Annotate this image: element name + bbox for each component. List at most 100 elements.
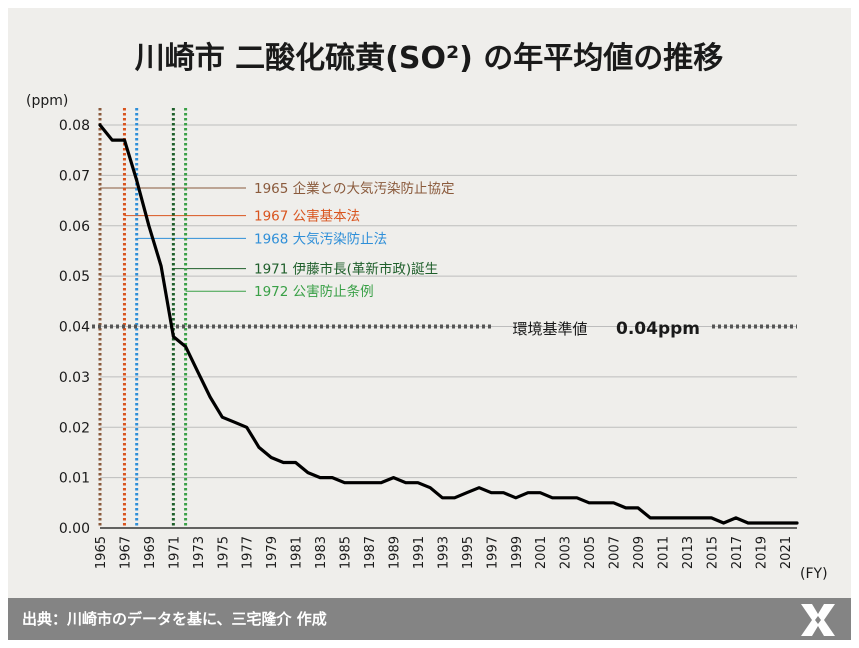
data-point — [661, 517, 664, 519]
y-tick-label: 0.06 — [59, 219, 90, 235]
data-point — [258, 446, 260, 449]
data-point — [527, 491, 529, 494]
data-point — [355, 481, 358, 484]
data-point — [735, 517, 737, 519]
data-point — [441, 496, 444, 499]
y-tick-label: 0.02 — [59, 420, 90, 436]
data-point — [111, 139, 114, 141]
data-point — [625, 507, 627, 509]
data-point — [576, 496, 578, 499]
x-tick-label: 1989 — [387, 536, 402, 569]
data-point — [221, 416, 224, 418]
data-point — [588, 502, 590, 504]
x-tick-label: 1993 — [436, 536, 451, 569]
y-axis-ticks: 0.00 0.01 0.02 0.03 0.04 0.05 0.06 0.07 0.08 — [59, 118, 90, 537]
data-point — [392, 476, 395, 479]
data-point — [404, 481, 407, 484]
x-tick-label: 1991 — [412, 536, 427, 569]
data-point — [649, 517, 652, 519]
data-point — [148, 224, 150, 227]
data-point — [783, 522, 786, 524]
data-point — [612, 502, 615, 504]
data-point — [197, 371, 199, 373]
x-tick-label: 1997 — [485, 536, 500, 569]
y-tick-label: 0.08 — [59, 118, 90, 134]
event-label: 1965 企業との大気汚染防止協定 — [254, 180, 455, 197]
y-tick-label: 0.04 — [59, 320, 90, 336]
x-tick-label: 2019 — [754, 536, 769, 569]
chart-title: 川崎市 二酸化硫黄(SO²) の年平均値の推移 — [135, 41, 724, 76]
data-point — [759, 522, 762, 524]
threshold-label: 環境基準値 — [512, 320, 587, 338]
data-point — [539, 491, 542, 494]
data-point — [233, 421, 236, 424]
data-point — [135, 179, 138, 182]
data-point — [490, 491, 493, 494]
x-tick-label: 1979 — [265, 536, 280, 569]
x-tick-label: 1999 — [510, 536, 525, 569]
data-point — [319, 476, 321, 479]
x-tick-label: 2015 — [705, 536, 720, 569]
data-point — [686, 517, 688, 519]
data-point — [722, 522, 725, 524]
data-point — [184, 345, 187, 348]
x-tick-label: 1971 — [167, 536, 182, 569]
y-tick-label: 0.03 — [59, 370, 90, 386]
x-axis-ticks: 1965 1967 1969 1971 1973 1975 1977 1979 1981 1983… — [94, 536, 794, 569]
x-tick-label: 2009 — [632, 536, 647, 569]
event-label: 1972 公害防止条例 — [254, 283, 374, 300]
x-tick-label: 1973 — [192, 536, 207, 569]
x-tick-label: 1967 — [118, 536, 133, 569]
x-tick-label: 2011 — [656, 536, 671, 569]
y-tick-label: 0.01 — [59, 471, 90, 487]
x-tick-label: 2007 — [608, 536, 623, 569]
data-point — [514, 496, 517, 499]
data-point — [123, 139, 126, 141]
x-tick-label: 2017 — [730, 536, 745, 569]
x-tick-label: 2001 — [534, 536, 549, 569]
x-tick-label: 1975 — [216, 536, 231, 569]
event-label: 1968 大気汚染防止法 — [254, 231, 387, 247]
event-markers: 1965 企業との大気汚染防止協定 1967 公害基本法 1968 大気汚染防止法 1… — [98, 108, 455, 528]
data-point — [294, 461, 297, 464]
data-point — [270, 456, 272, 459]
data-point — [245, 426, 248, 429]
data-point — [417, 481, 419, 484]
y-tick-label: 0.07 — [59, 168, 90, 184]
x-tick-label: 2021 — [779, 536, 794, 569]
data-point — [453, 496, 456, 499]
gridlines — [100, 124, 797, 529]
series-so2 — [98, 123, 799, 525]
data-point — [368, 481, 370, 484]
data-point — [380, 481, 383, 484]
data-point — [209, 396, 211, 398]
event-label: 1971 伊藤市長(革新市政)誕生 — [254, 261, 438, 278]
data-point — [343, 481, 346, 484]
data-point — [429, 486, 431, 489]
data-point — [282, 461, 285, 464]
data-point — [551, 496, 554, 499]
x-tick-label: 1977 — [241, 536, 256, 569]
event-label: 1967 公害基本法 — [254, 208, 360, 225]
data-point — [600, 502, 603, 504]
x-tick-label: 2005 — [583, 536, 598, 569]
data-point — [160, 265, 162, 267]
footer-bar: 出典：川崎市のデータを基に、三宅隆介 作成 — [8, 598, 851, 640]
x-tick-label: 1995 — [461, 536, 476, 569]
x-tick-label: 1987 — [363, 536, 378, 569]
data-point — [673, 517, 676, 519]
data-point — [796, 522, 798, 524]
data-point — [502, 491, 505, 494]
series-line — [98, 123, 799, 525]
data-point — [637, 507, 639, 509]
data-point — [710, 517, 713, 519]
source-credit: 出典：川崎市のデータを基に、三宅隆介 作成 — [22, 610, 327, 628]
data-point — [771, 522, 774, 524]
data-point — [478, 486, 480, 489]
x-tick-label: 1965 — [94, 536, 109, 569]
data-point — [747, 522, 749, 524]
threshold-line: 環境基準値 0.04ppm — [92, 319, 797, 339]
data-point — [99, 124, 101, 126]
